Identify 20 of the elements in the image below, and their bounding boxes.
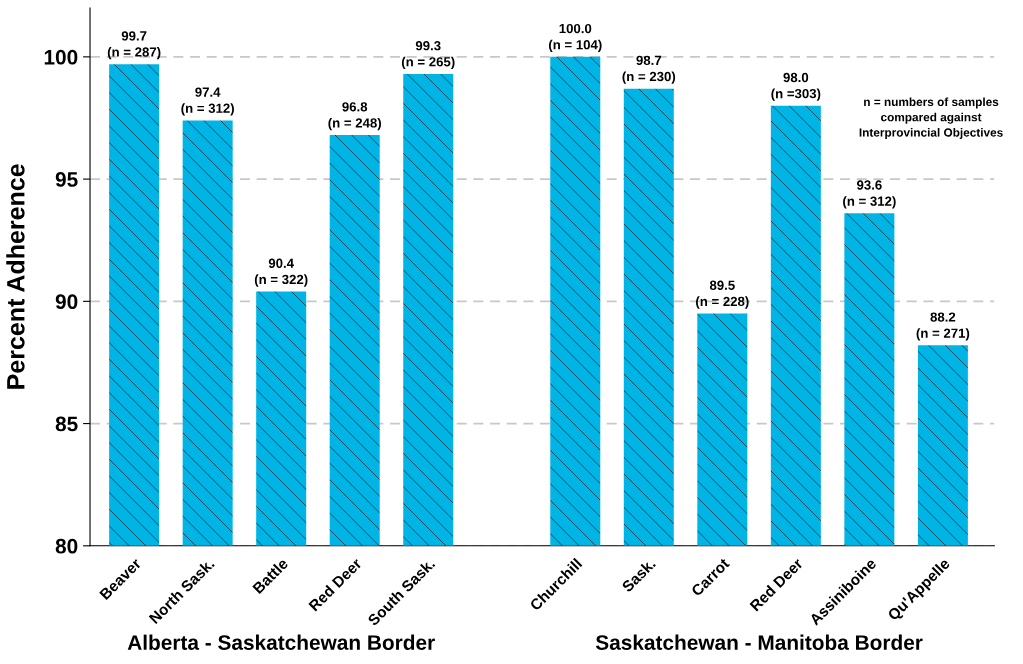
y-tick-label: 95 bbox=[55, 172, 78, 187]
data-label: 98.7 (n = 230) bbox=[622, 55, 676, 84]
data-label: 88.2 (n = 271) bbox=[916, 312, 970, 341]
text: Saskatchewan - Manitoba Border bbox=[595, 634, 923, 650]
data-label: 99.3 (n = 265) bbox=[401, 41, 455, 70]
data-label: 100.0 (n = 104) bbox=[548, 23, 602, 52]
data-label: 97.4 (n = 312) bbox=[181, 87, 234, 116]
y-axis-title: Percent Adherence bbox=[6, 164, 25, 389]
y-tick-label: 80 bbox=[55, 538, 78, 554]
annotation: n = numbers of samples compared against Interprovincial Objectives bbox=[859, 97, 1003, 140]
y-tick-label: 90 bbox=[55, 294, 78, 310]
data-label: 89.5 (n = 228) bbox=[696, 280, 749, 309]
y-tick-label: 100 bbox=[44, 49, 78, 65]
data-label: 99.7 (n = 287) bbox=[107, 31, 161, 60]
data-label: 96.8 (n = 248) bbox=[328, 102, 381, 131]
text: Alberta - Saskatchewan Border bbox=[127, 634, 435, 650]
data-label: 93.6 (n = 312) bbox=[843, 180, 896, 209]
y-tick-label: 85 bbox=[55, 416, 78, 432]
data-label: 98.0 (n =303) bbox=[771, 72, 821, 101]
data-label: 90.4 (n = 322) bbox=[254, 258, 308, 287]
